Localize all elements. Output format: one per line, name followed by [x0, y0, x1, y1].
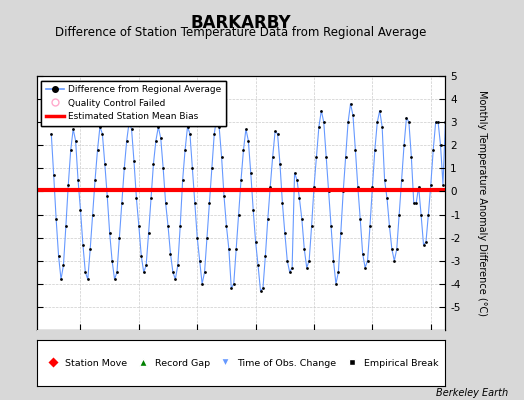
Text: BARKARBY: BARKARBY — [191, 14, 291, 32]
Y-axis label: Monthly Temperature Anomaly Difference (°C): Monthly Temperature Anomaly Difference (… — [477, 90, 487, 316]
Text: Berkeley Earth: Berkeley Earth — [436, 388, 508, 398]
Legend: Station Move, Record Gap, Time of Obs. Change, Empirical Break: Station Move, Record Gap, Time of Obs. C… — [40, 355, 442, 371]
Text: Difference of Station Temperature Data from Regional Average: Difference of Station Temperature Data f… — [56, 26, 427, 39]
Legend: Difference from Regional Average, Quality Control Failed, Estimated Station Mean: Difference from Regional Average, Qualit… — [41, 80, 226, 126]
